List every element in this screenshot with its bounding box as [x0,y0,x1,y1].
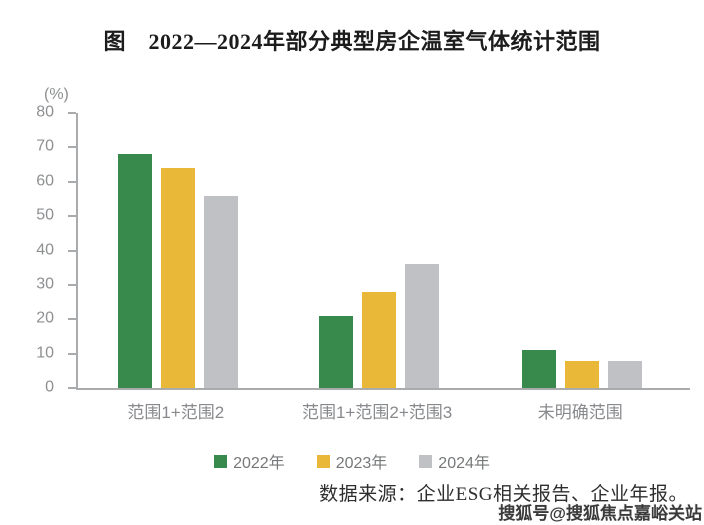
x-category-label: 范围1+范围2 [127,403,225,422]
legend-item: 2022年 [214,449,285,473]
plot-area [76,113,690,390]
y-tick-mark [68,112,76,114]
legend-swatch [419,454,433,468]
legend-item: 2024年 [419,449,490,473]
y-axis: 0 10 20 30 40 50 60 70 80 [0,104,76,395]
y-tick-mark [68,249,76,252]
bar [362,291,397,388]
y-tick-mark [68,146,76,149]
y-tick-label: 60 [36,172,54,190]
bar [522,350,557,388]
bar [160,168,195,388]
bar-group [117,154,238,388]
legend-label: 2022年 [233,455,285,472]
data-source-note: 数据来源：企业ESG相关报告、企业年报。 [319,484,688,505]
y-tick-mark [68,352,76,355]
bar [565,360,600,388]
y-tick-mark [68,180,76,183]
y-tick-label: 70 [36,138,54,156]
bar [608,360,643,388]
y-tick-label: 50 [36,206,54,224]
y-tick-mark [68,318,76,321]
chart-title: 图 2022—2024年部分典型房企温室气体统计范围 [103,29,601,54]
y-tick-label: 80 [36,103,54,121]
legend: 2022年 2023年 2024年 [0,449,704,473]
y-tick-mark [68,215,76,218]
y-tick-mark [68,283,76,286]
y-tick-label: 40 [36,241,54,259]
x-category-label: 范围1+范围2+范围3 [301,403,453,422]
legend-swatch [214,454,228,468]
bar [117,154,152,388]
bar-group [319,264,440,388]
x-category-label: 未明确范围 [537,403,623,422]
legend-swatch [316,454,330,468]
y-axis-unit-label: (%) [44,86,69,103]
y-tick-label: 20 [36,309,54,327]
legend-label: 2023年 [335,455,388,472]
y-tick-mark [68,387,76,389]
legend-item: 2023年 [316,449,388,473]
bar [203,195,238,388]
y-tick-label: 0 [45,378,54,396]
bar [319,315,354,388]
y-tick-label: 30 [36,275,54,293]
x-axis-category-labels: 范围1+范围2 范围1+范围2+范围3 未明确范围 [76,398,688,422]
legend-label: 2024年 [438,455,490,472]
y-tick-label: 10 [36,344,54,362]
watermark: 搜狐号@搜狐焦点嘉峪关站 [498,504,702,523]
bar [405,264,440,388]
bar-group [522,350,643,388]
